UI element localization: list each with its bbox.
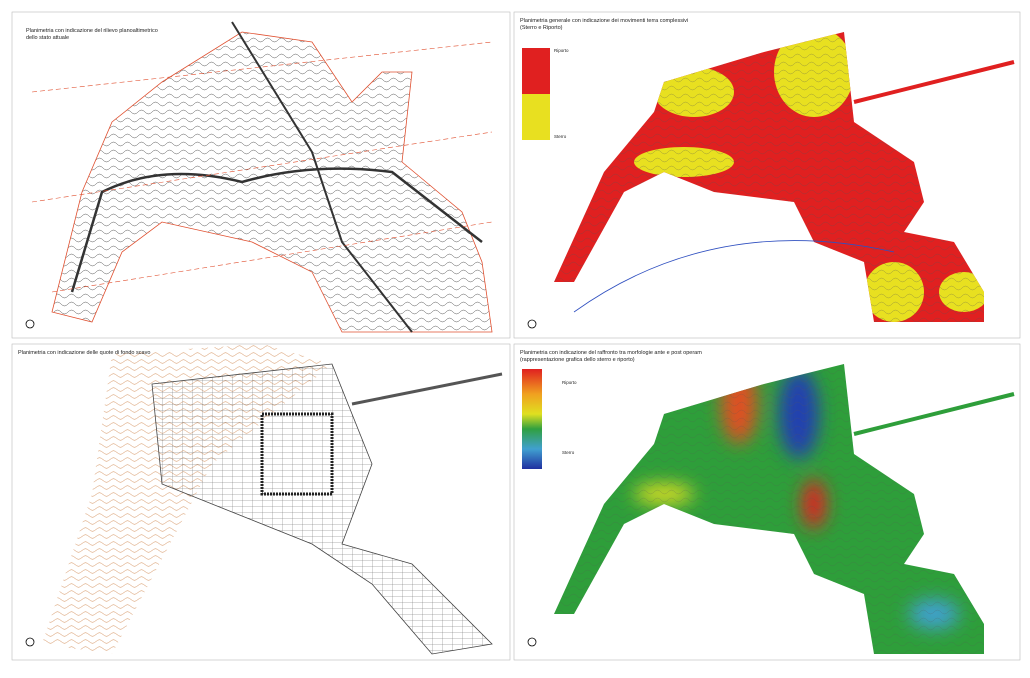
panel-title: Planimetria con indicazione del raffront… [520, 350, 702, 356]
panel-title: Planimetria con indicazione del rilievo … [26, 28, 158, 34]
panel-excavation: Planimetria con indicazione delle quote … [11, 343, 511, 661]
panel-survey: Planimetria con indicazione del rilievo … [11, 11, 511, 339]
legend-label: Riporto [554, 48, 569, 53]
panel-earthworks: Riporto Sterro Planimetria generale con … [513, 11, 1021, 339]
legend-label: Riporto [562, 380, 577, 385]
panel-title: (Sterro e Riporto) [520, 25, 563, 31]
legend-label: Sterro [554, 134, 567, 139]
panel-title: dello stato attuale [26, 35, 69, 41]
panel-comparison: Riporto Sterro Planimetria con indicazio… [513, 343, 1021, 661]
panel-title: (rappresentazione grafica dello sterro e… [520, 357, 635, 363]
legend-label: Sterro [562, 450, 575, 455]
panel-title: Planimetria con indicazione delle quote … [18, 350, 150, 356]
panel-title: Planimetria generale con indicazione dei… [520, 18, 688, 24]
